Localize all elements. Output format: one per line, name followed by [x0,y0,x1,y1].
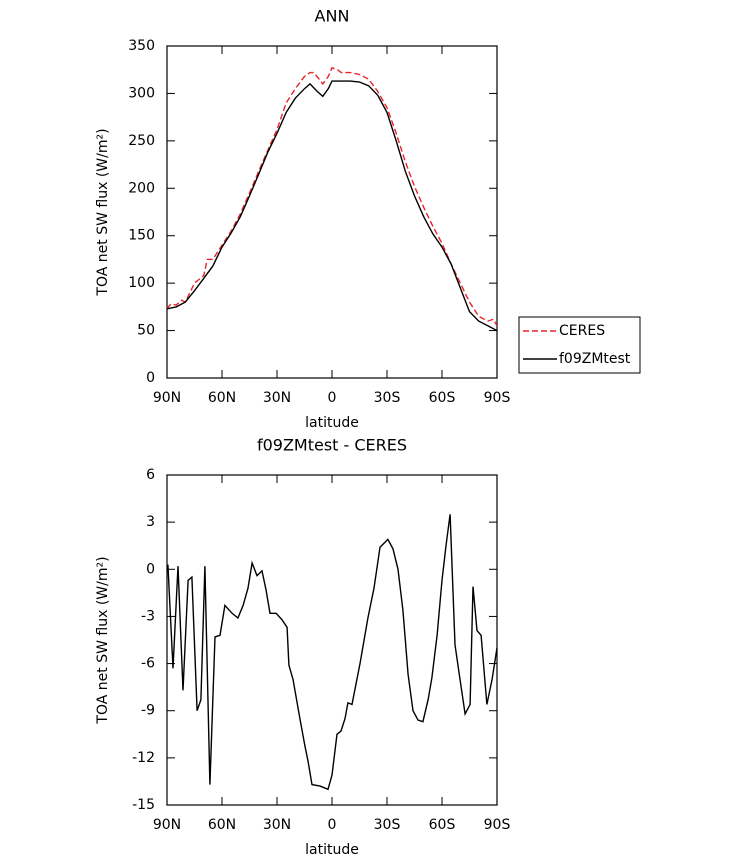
y-tick-label: 300 [128,85,155,101]
y-tick-label: 100 [128,275,155,291]
y-tick-label: 6 [146,467,155,483]
x-tick-label: 30N [263,817,291,833]
x-axis-label: latitude [305,842,359,858]
y-tick-label: 50 [137,323,155,339]
x-tick-label: 30N [263,390,291,406]
data-line [167,514,498,791]
x-tick-label: 90N [153,817,181,833]
y-tick-label: 3 [146,514,155,530]
y-tick-label: 250 [128,133,155,149]
x-tick-label: 60S [429,390,456,406]
y-tick-label: -3 [141,608,155,624]
data-line [166,66,498,327]
chart-title: ANN [315,7,350,26]
y-tick-label: 350 [128,38,155,54]
x-tick-label: 90N [153,390,181,406]
x-tick-label: 60S [429,817,456,833]
y-axis-label: TOA net SW flux (W/m²) [95,556,111,724]
y-tick-label: 0 [146,370,155,386]
legend-box [518,316,641,374]
y-tick-label: -9 [141,703,155,719]
x-tick-label: 0 [328,390,337,406]
x-tick-label: 90S [484,390,511,406]
plot-frame [166,474,498,806]
x-tick-label: 90S [484,817,511,833]
y-tick-label: 150 [128,228,155,244]
x-tick-label: 0 [328,817,337,833]
legend-label: f09ZMtest [559,351,631,367]
y-tick-label: -6 [141,656,155,672]
x-tick-label: 30S [374,390,401,406]
x-tick-label: 30S [374,817,401,833]
y-tick-label: -12 [132,750,155,766]
chart-title: f09ZMtest - CERES [257,436,407,455]
x-tick-label: 60N [208,390,236,406]
y-axis-label: TOA net SW flux (W/m²) [95,128,111,296]
legend-label: CERES [559,323,605,339]
x-tick-label: 60N [208,817,236,833]
y-tick-label: 200 [128,180,155,196]
y-tick-label: 0 [146,561,155,577]
plot-frame [166,45,498,379]
y-tick-label: -15 [132,797,155,813]
x-axis-label: latitude [305,415,359,431]
data-line [166,80,498,332]
